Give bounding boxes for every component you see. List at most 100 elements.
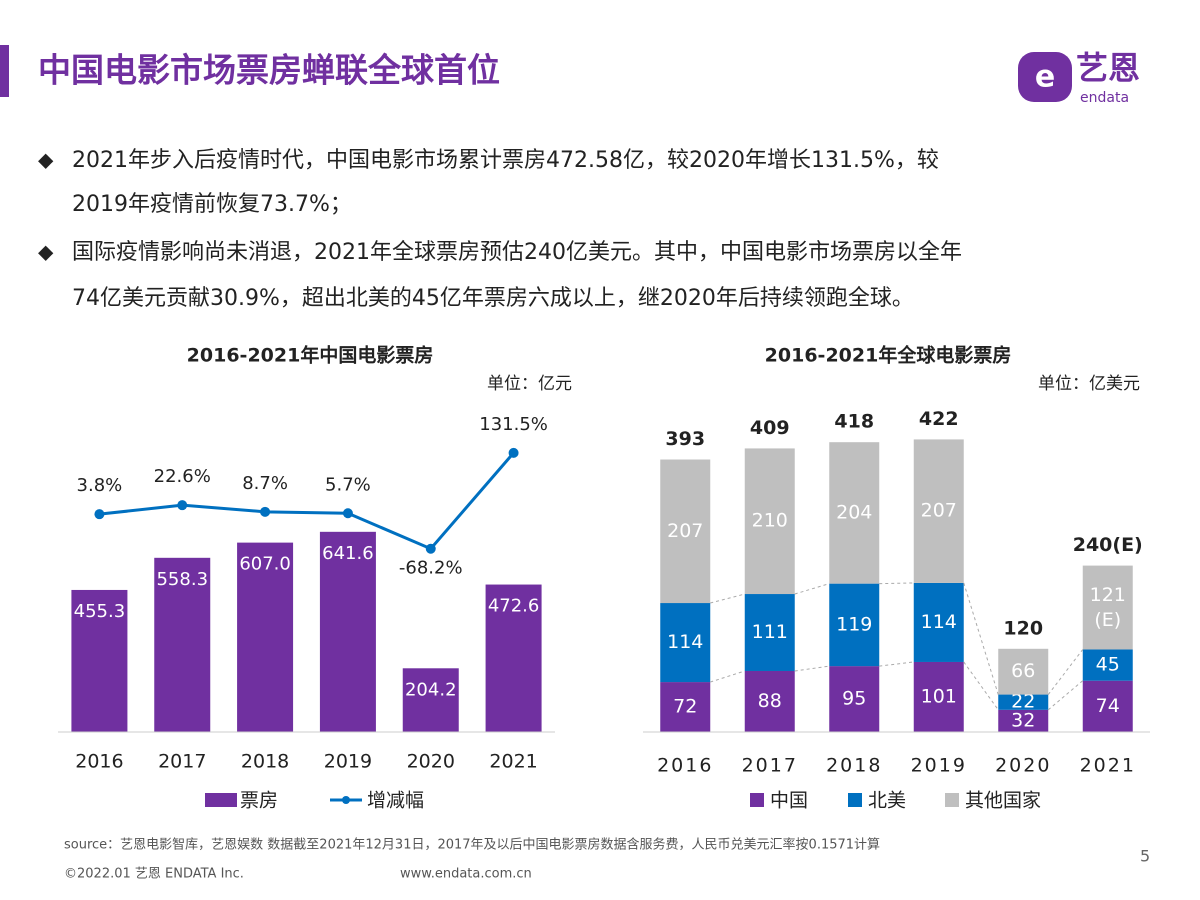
total-label: 418 xyxy=(834,411,874,433)
line-label: 22.6% xyxy=(154,466,211,487)
unit-label: 单位：亿美元 xyxy=(1038,374,1140,394)
line xyxy=(99,451,515,551)
x-tick-label: 2020 xyxy=(407,751,455,773)
legend-label: 北美 xyxy=(868,790,906,812)
segment-label: 88 xyxy=(758,690,782,712)
bar xyxy=(319,531,376,732)
line-point xyxy=(508,447,519,458)
page-number: 5 xyxy=(1140,847,1150,866)
logo-icon xyxy=(1018,52,1072,102)
line-point xyxy=(342,508,353,519)
bar xyxy=(485,584,542,732)
line-label: 3.8% xyxy=(77,475,123,496)
bar xyxy=(71,589,128,732)
slide-title: 中国电影市场票房蝉联全球首位 xyxy=(38,51,500,90)
segment-label: 114 xyxy=(921,611,957,633)
x-tick-label: 2019 xyxy=(324,751,372,773)
bar-segment xyxy=(744,594,795,671)
unit-label: 单位：亿元 xyxy=(487,374,572,394)
x-tick-label: 2016 xyxy=(75,751,123,773)
segment-label: 32 xyxy=(1011,709,1035,731)
connector xyxy=(710,593,745,604)
bullet-icon: ◆ xyxy=(38,240,54,264)
segment-label: 114 xyxy=(667,631,703,653)
bar-segment xyxy=(744,448,795,595)
segment-label: 22 xyxy=(1011,691,1035,713)
bullet-text: 74亿美元贡献30.9%，超出北美的45亿年票房六成以上，继2020年后持续领跑… xyxy=(72,286,914,311)
legend-swatch xyxy=(945,793,959,807)
bar-segment xyxy=(660,682,711,732)
bar-segment xyxy=(829,583,880,667)
x-tick-label: 2018 xyxy=(826,755,882,777)
bar-segment xyxy=(1082,680,1133,732)
bar-segment xyxy=(660,603,711,683)
bar-segment xyxy=(998,648,1049,695)
line-point xyxy=(425,543,436,554)
bar-segment xyxy=(1082,565,1133,650)
bar-label: 455.3 xyxy=(74,601,126,622)
bar-segment xyxy=(998,694,1049,710)
x-tick-label: 2019 xyxy=(911,755,967,777)
bar-label: 558.3 xyxy=(156,569,208,590)
x-tick-label: 2016 xyxy=(657,755,713,777)
chart-title: 2016-2021年中国电影票房 xyxy=(187,344,434,367)
url: www.endata.com.cn xyxy=(400,867,532,882)
bar-segment xyxy=(660,459,711,604)
segment-label: 207 xyxy=(667,520,703,542)
bullet-icon: ◆ xyxy=(38,148,54,172)
legend-swatch xyxy=(848,793,862,807)
legend-label: 票房 xyxy=(240,790,278,812)
segment-label: 111 xyxy=(752,621,788,643)
bar-label: 204.2 xyxy=(405,679,457,700)
bar-segment xyxy=(998,709,1049,732)
bar-segment xyxy=(913,582,964,662)
connector xyxy=(794,665,830,672)
legend-label: 中国 xyxy=(770,790,808,812)
bar-label: 607.0 xyxy=(239,554,291,575)
total-label: 240(E) xyxy=(1073,534,1143,556)
total-label: 422 xyxy=(919,408,959,430)
connector xyxy=(963,661,999,711)
segment-label: 119 xyxy=(836,613,872,635)
segment-label: 45 xyxy=(1096,654,1120,676)
logo-mark: e xyxy=(1035,60,1055,95)
segment-label: 207 xyxy=(921,500,957,522)
line-label: 5.7% xyxy=(325,474,371,495)
segment-label: 101 xyxy=(921,685,957,707)
bar-segment xyxy=(744,670,795,732)
segment-label: 210 xyxy=(752,510,788,532)
chart-title: 2016-2021年全球电影票房 xyxy=(765,344,1012,367)
legend-label: 增减幅 xyxy=(367,790,424,812)
connector xyxy=(794,583,830,595)
segment-label: 66 xyxy=(1011,660,1035,682)
bar-segment xyxy=(913,439,964,583)
bar xyxy=(402,668,459,732)
connector xyxy=(710,670,745,683)
connector xyxy=(879,661,914,667)
total-label: 393 xyxy=(665,428,705,450)
bullet-text: 2021年步入后疫情时代，中国电影市场累计票房472.58亿，较2020年增长1… xyxy=(72,148,939,173)
x-tick-label: 2017 xyxy=(158,751,206,773)
bullet-text: 2019年疫情前恢复73.7%； xyxy=(72,192,352,217)
line-label: -68.2% xyxy=(399,558,463,579)
connector xyxy=(963,582,999,695)
bar xyxy=(237,542,294,732)
x-tick-label: 2020 xyxy=(995,755,1051,777)
logo: e 艺恩 endata xyxy=(1018,49,1140,106)
total-label: 120 xyxy=(1003,617,1043,639)
bullet-text: 国际疫情影响尚未消退，2021年全球票房预估240亿美元。其中，中国电影市场票房… xyxy=(72,240,962,265)
bar-segment xyxy=(1082,649,1133,681)
source: source：艺恩电影智库，艺恩娱数 数据截至2021年12月31日，2017年… xyxy=(64,837,880,853)
line-point xyxy=(260,506,271,517)
x-tick-label: 2018 xyxy=(241,751,289,773)
segment-label: 72 xyxy=(673,696,697,718)
legend-swatch xyxy=(342,796,350,804)
total-label: 409 xyxy=(750,417,790,439)
line-label: 8.7% xyxy=(242,473,288,494)
x-tick-label: 2017 xyxy=(742,755,798,777)
bar-label: 472.6 xyxy=(488,596,540,617)
bar-segment xyxy=(913,661,964,732)
x-tick-label: 2021 xyxy=(1080,755,1136,777)
logo-sub: endata xyxy=(1080,90,1129,106)
